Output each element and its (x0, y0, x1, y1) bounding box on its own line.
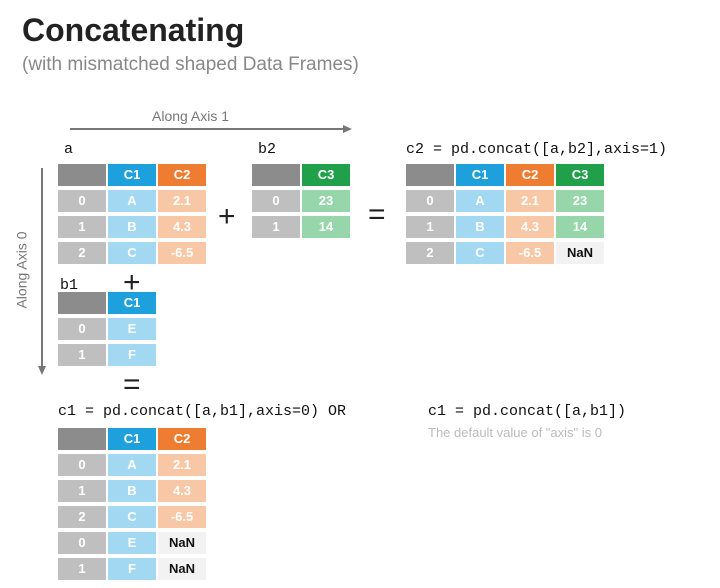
index-cell: 1 (58, 480, 106, 502)
data-cell: 4.3 (158, 480, 206, 502)
index-cell: 2 (406, 242, 454, 264)
data-cell: 4.3 (506, 216, 554, 238)
data-cell: B (108, 216, 156, 238)
data-cell: NaN (158, 532, 206, 554)
index-cell: 0 (252, 190, 300, 212)
data-cell: NaN (158, 558, 206, 580)
data-cell: B (108, 480, 156, 502)
index-cell: 0 (58, 190, 106, 212)
data-cell: E (108, 318, 156, 340)
data-cell: A (456, 190, 504, 212)
index-cell: 1 (58, 216, 106, 238)
index-cell: 0 (58, 532, 106, 554)
subtitle: (with mismatched shaped Data Frames) (22, 54, 359, 75)
index-header (58, 292, 106, 314)
table-label: b1 (60, 277, 79, 294)
data-cell: 4.3 (158, 216, 206, 238)
equals: = (123, 368, 141, 401)
column-header: C3 (556, 164, 604, 186)
data-cell: 23 (556, 190, 604, 212)
axis1-label: Along Axis 1 (152, 108, 230, 124)
data-cell: A (108, 190, 156, 212)
data-cell: 14 (556, 216, 604, 238)
column-header: C2 (506, 164, 554, 186)
column-header: C1 (108, 164, 156, 186)
data-cell: 2.1 (158, 454, 206, 476)
data-cell: 2.1 (158, 190, 206, 212)
index-header (406, 164, 454, 186)
data-cell: 2.1 (506, 190, 554, 212)
data-cell: -6.5 (158, 242, 206, 264)
index-cell: 2 (58, 242, 106, 264)
index-cell: 1 (58, 558, 106, 580)
column-header: C2 (158, 428, 206, 450)
alt-code: c1 = pd.concat([a,b1]) (428, 403, 627, 420)
index-cell: 2 (58, 506, 106, 528)
data-cell: NaN (556, 242, 604, 264)
index-cell: 1 (406, 216, 454, 238)
data-cell: 14 (302, 216, 350, 238)
data-cell: C (108, 242, 156, 264)
title: Concatenating (22, 12, 245, 48)
data-cell: C (456, 242, 504, 264)
axis1-arrowhead (343, 125, 352, 133)
data-cell: F (108, 558, 156, 580)
index-cell: 0 (58, 318, 106, 340)
data-cell: C (108, 506, 156, 528)
column-header: C2 (158, 164, 206, 186)
equals: = (368, 198, 386, 231)
table-label: b2 (258, 141, 277, 158)
plus: + (123, 266, 141, 299)
column-header: C1 (456, 164, 504, 186)
index-header (58, 164, 106, 186)
index-cell: 1 (58, 344, 106, 366)
column-header: C1 (108, 292, 156, 314)
data-cell: F (108, 344, 156, 366)
axis0-arrowhead (38, 366, 46, 375)
column-header: C3 (302, 164, 350, 186)
axis0-label: Along Axis 0 (13, 231, 30, 309)
data-cell: A (108, 454, 156, 476)
data-cell: -6.5 (158, 506, 206, 528)
index-cell: 0 (406, 190, 454, 212)
index-header (252, 164, 300, 186)
data-cell: E (108, 532, 156, 554)
table-label: a (64, 141, 74, 158)
index-header (58, 428, 106, 450)
data-cell: B (456, 216, 504, 238)
plus: + (218, 200, 236, 233)
table-label: c2 = pd.concat([a,b2],axis=1) (406, 141, 668, 158)
table-label: c1 = pd.concat([a,b1],axis=0) OR (58, 403, 347, 420)
note: The default value of "axis" is 0 (428, 425, 602, 440)
index-cell: 0 (58, 454, 106, 476)
data-cell: -6.5 (506, 242, 554, 264)
data-cell: 23 (302, 190, 350, 212)
index-cell: 1 (252, 216, 300, 238)
column-header: C1 (108, 428, 156, 450)
